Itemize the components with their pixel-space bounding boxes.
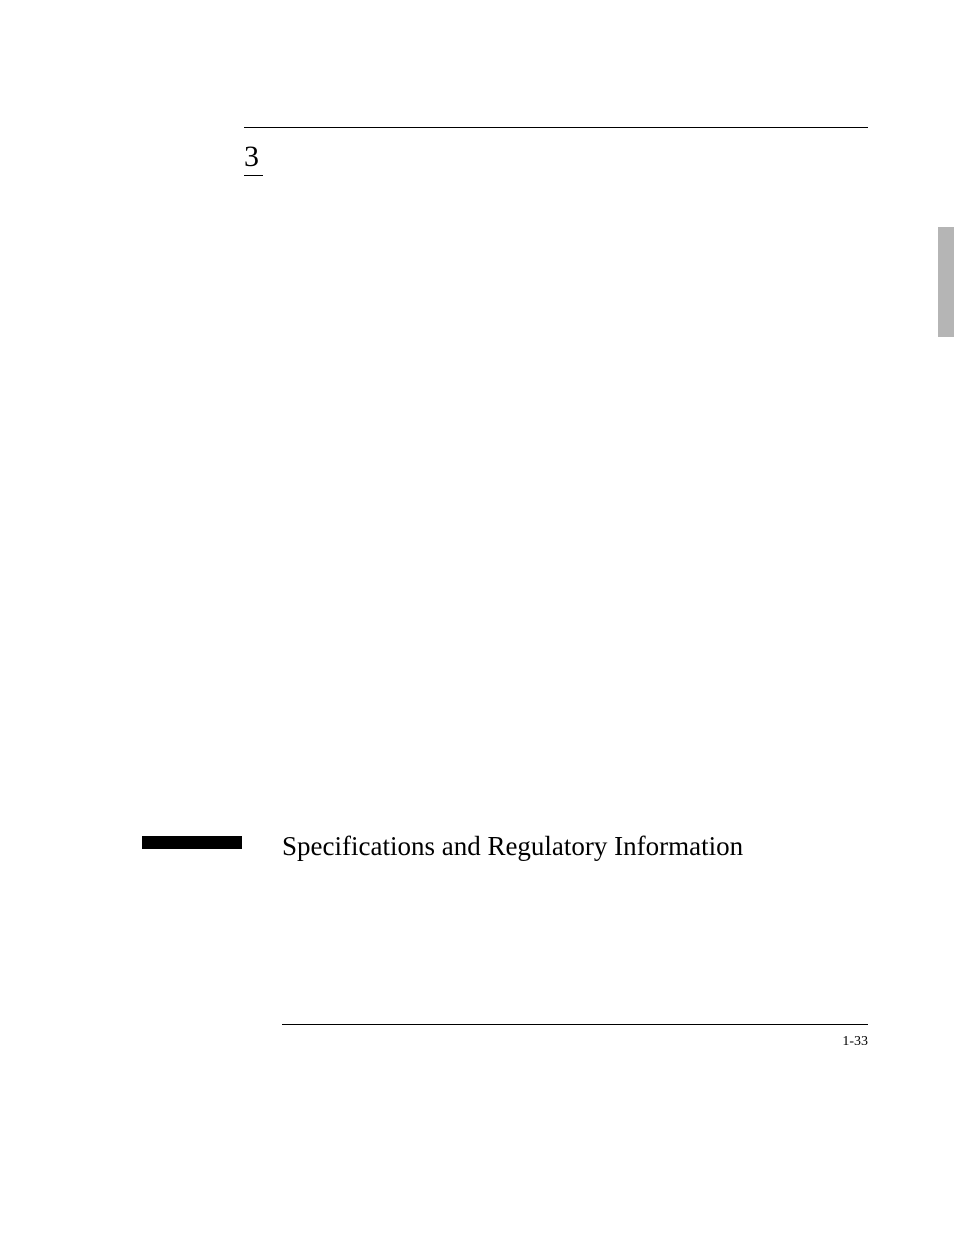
- chapter-title: Specifications and Regulatory Informatio…: [282, 828, 794, 864]
- page-number: 1-33: [842, 1034, 868, 1050]
- chapter-number: 3: [244, 140, 259, 174]
- heading-accent-bar: [142, 836, 242, 849]
- bottom-horizontal-rule: [282, 1024, 868, 1025]
- page-tab-marker: [938, 227, 954, 337]
- chapter-number-underline: [244, 175, 263, 176]
- document-page: 3 Specifications and Regulatory Informat…: [0, 0, 954, 1235]
- top-horizontal-rule: [244, 127, 868, 128]
